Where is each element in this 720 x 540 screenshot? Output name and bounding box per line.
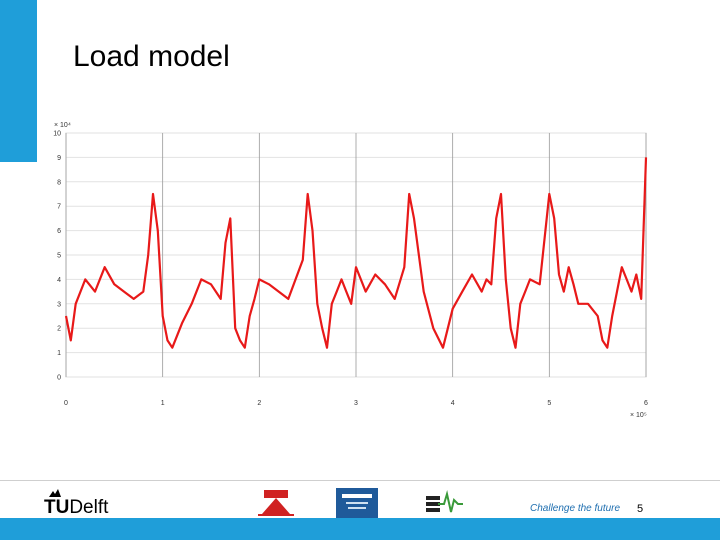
load-chart: 0 1 2 3 4 5 6 7 8 9 10 0 1 2 3 4 5 6 × 10⁴ × 10⁵ <box>53 122 648 419</box>
tudelft-suffix: Delft <box>69 497 109 518</box>
y-tick-label: 3 <box>57 301 61 308</box>
y-tick-label: 7 <box>57 204 61 211</box>
x-axis-ticks: 0 1 2 3 4 5 6 <box>64 400 648 407</box>
x-tick-label: 4 <box>451 400 455 407</box>
tudelft-prefix: TU <box>44 497 70 518</box>
y-tick-label: 6 <box>57 228 61 235</box>
tudelft-logo: TUDelft <box>44 488 124 518</box>
y-tick-label: 4 <box>57 277 61 284</box>
slide-title: Load model <box>73 40 230 73</box>
x-axis-multiplier: × 10⁵ <box>630 412 647 419</box>
y-axis-multiplier: × 10⁴ <box>54 122 71 129</box>
chart-grid <box>65 132 647 378</box>
ieee-logo <box>336 488 378 518</box>
x-tick-label: 2 <box>257 400 261 407</box>
accent-bar <box>0 0 37 162</box>
x-tick-label: 6 <box>644 400 648 407</box>
page-number: 5 <box>637 503 644 515</box>
y-tick-label: 2 <box>57 326 61 333</box>
footer-tagline: Challenge the future <box>530 503 621 514</box>
ias-logo <box>426 490 463 513</box>
y-tick-label: 0 <box>57 375 61 382</box>
x-tick-label: 3 <box>354 400 358 407</box>
x-tick-label: 5 <box>547 400 551 407</box>
footer-accent-strip <box>0 518 720 540</box>
load-series-line <box>64 157 648 349</box>
y-tick-label: 9 <box>57 155 61 162</box>
footer-divider <box>0 480 720 481</box>
x-tick-label: 1 <box>161 400 165 407</box>
pes-society-logo <box>258 490 294 516</box>
y-tick-label: 8 <box>57 179 61 186</box>
y-tick-label: 1 <box>57 350 61 357</box>
y-tick-label: 10 <box>53 131 61 138</box>
y-axis-ticks: 0 1 2 3 4 5 6 7 8 9 10 <box>53 131 61 382</box>
tudelft-flame-icon <box>49 489 61 497</box>
y-tick-label: 5 <box>57 253 61 260</box>
x-tick-label: 0 <box>64 400 68 407</box>
